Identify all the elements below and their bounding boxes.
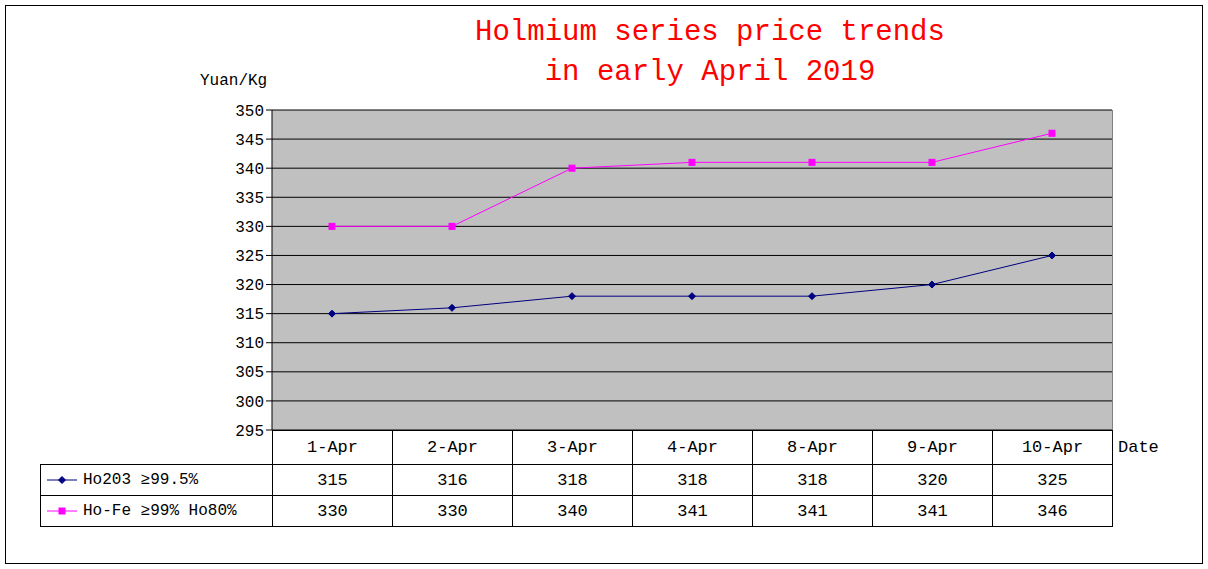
html-text:330: 330 bbox=[437, 501, 468, 521]
svg-text:340: 340 bbox=[235, 161, 264, 179]
html-text:341: 341 bbox=[677, 501, 708, 521]
html-text:1-Apr: 1-Apr bbox=[307, 438, 358, 457]
html-text:4-Apr: 4-Apr bbox=[667, 438, 718, 457]
html-text:Yuan/Kg: Yuan/Kg bbox=[200, 72, 268, 90]
svg-text:315: 315 bbox=[235, 306, 264, 324]
html-text:320: 320 bbox=[917, 470, 948, 490]
svg-text:310: 310 bbox=[235, 335, 264, 353]
html-text:315: 315 bbox=[317, 470, 348, 490]
svg-text:295: 295 bbox=[235, 423, 264, 441]
svg-text:320: 320 bbox=[235, 277, 264, 295]
html-text:316: 316 bbox=[437, 470, 468, 490]
html-text:318: 318 bbox=[557, 470, 588, 490]
html-text:in early April 2019: in early April 2019 bbox=[544, 56, 876, 89]
svg-text:335: 335 bbox=[235, 190, 264, 208]
svg-text:300: 300 bbox=[235, 394, 264, 412]
svg-text:330: 330 bbox=[235, 219, 264, 237]
html-text:Ho-Fe ≥99% Ho80%: Ho-Fe ≥99% Ho80% bbox=[83, 502, 237, 520]
html-text:8-Apr: 8-Apr bbox=[787, 438, 838, 457]
svg-text:305: 305 bbox=[235, 364, 264, 382]
html-text:2-Apr: 2-Apr bbox=[427, 438, 478, 457]
svg-text:345: 345 bbox=[235, 132, 264, 150]
html-text:330: 330 bbox=[317, 501, 348, 521]
svg-text:325: 325 bbox=[235, 248, 264, 266]
html-text:318: 318 bbox=[677, 470, 708, 490]
html-text:318: 318 bbox=[797, 470, 828, 490]
html-text:Date: Date bbox=[1118, 438, 1159, 457]
html-text:Holmium series price trends: Holmium series price trends bbox=[475, 16, 945, 49]
html-text:Ho203 ≥99.5%: Ho203 ≥99.5% bbox=[83, 471, 199, 489]
html-text:341: 341 bbox=[797, 501, 828, 521]
html-text:10-Apr: 10-Apr bbox=[1021, 438, 1084, 457]
html-text:340: 340 bbox=[557, 501, 588, 521]
html-text:346: 346 bbox=[1037, 501, 1068, 521]
html-text:325: 325 bbox=[1037, 470, 1068, 490]
html-text:3-Apr: 3-Apr bbox=[547, 438, 598, 457]
html-text:341: 341 bbox=[917, 501, 948, 521]
svg-text:350: 350 bbox=[235, 103, 264, 121]
html-text:9-Apr: 9-Apr bbox=[907, 438, 958, 457]
